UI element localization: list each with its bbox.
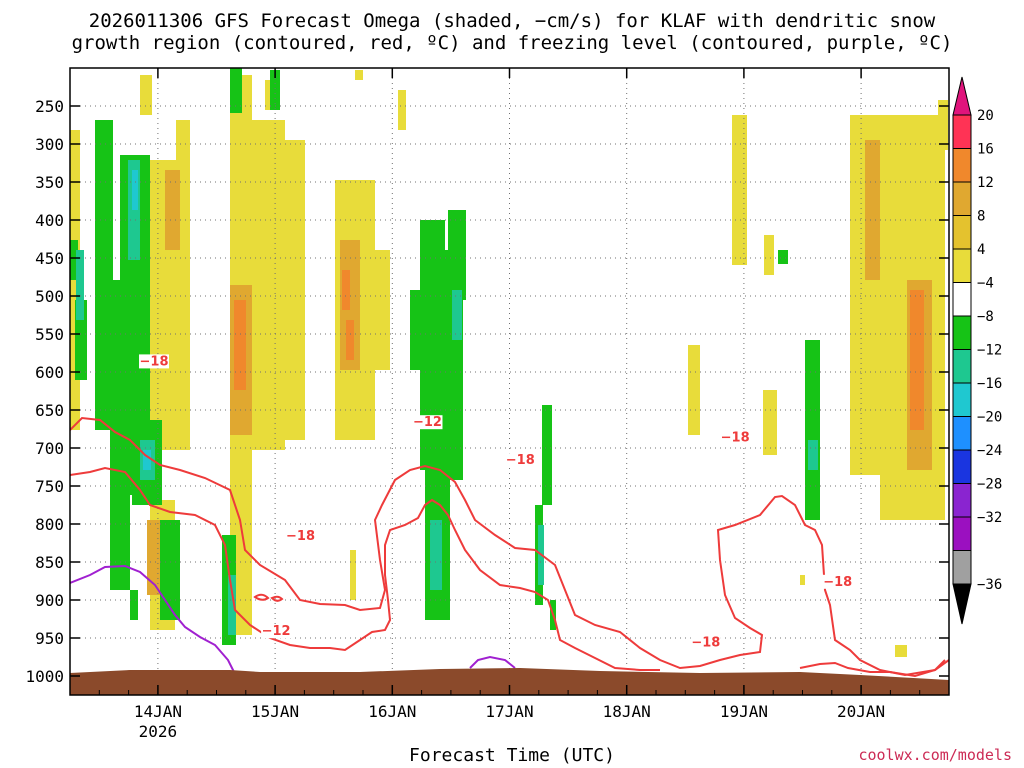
y-tick-label: 750 <box>35 477 64 496</box>
colorbar-label: 8 <box>977 209 985 225</box>
x-tick-year: 2026 <box>139 722 178 741</box>
contour-label-bg <box>690 635 721 650</box>
colorbar-label: −8 <box>977 309 994 325</box>
colorbar-label: 12 <box>977 175 994 191</box>
y-tick-label: 600 <box>35 363 64 382</box>
colorbar-label: −32 <box>977 510 1002 526</box>
y-tick-label: 250 <box>35 97 64 116</box>
colorbar-bottom-arrow <box>952 583 972 625</box>
y-tick-label: 300 <box>35 135 64 154</box>
dgz-contour-outer <box>70 416 949 677</box>
y-tick-label: 350 <box>35 173 64 192</box>
colorbar-label: 4 <box>977 242 985 258</box>
colorbar-label: −28 <box>977 477 1002 493</box>
x-tick-label: 16JAN <box>368 702 416 721</box>
y-tick-label: 950 <box>35 629 64 648</box>
dgz-contour-inner <box>70 466 660 671</box>
x-tick-label: 17JAN <box>485 702 533 721</box>
contour-label-bg <box>822 574 853 589</box>
omega-time-height-chart: −18−18−12−12−18−18−18−18 250300350400450… <box>25 67 1002 741</box>
omega-upward-strong <box>234 270 924 430</box>
contour-label: −12 <box>262 624 291 639</box>
contour-label-bg <box>505 453 536 468</box>
y-tick-label: 900 <box>35 591 64 610</box>
colorbar-label: −36 <box>977 577 1002 593</box>
colorbar-swatch <box>952 449 972 484</box>
contour-labels: −18 −18 −12 −12 −18 −18 −18 −18 <box>139 354 853 651</box>
contour-label: −18 <box>506 453 535 468</box>
colorbar-label: −20 <box>977 410 1002 426</box>
omega-downward-strong <box>132 170 151 470</box>
source-credit: coolwx.com/models <box>858 746 1012 764</box>
colorbar-swatch <box>952 416 972 451</box>
contour-label: −18 <box>140 354 169 369</box>
plot-background <box>70 68 949 695</box>
contour-label: −18 <box>691 636 720 651</box>
y-tick-label: 700 <box>35 439 64 458</box>
x-tick-label: 15JAN <box>251 702 299 721</box>
contour-label-bg <box>720 430 751 445</box>
y-tick-label: 500 <box>35 287 64 306</box>
colorbar-label: −24 <box>977 443 1002 459</box>
colorbar-swatch <box>952 248 972 283</box>
dgz-contour-small <box>270 595 284 602</box>
contour-label: −18 <box>721 430 750 445</box>
colorbar-label: 16 <box>977 142 994 158</box>
contour-label-bg <box>261 624 292 639</box>
y-tick-label: 400 <box>35 211 64 230</box>
colorbar-label: −12 <box>977 343 1002 359</box>
y-tick-label: 850 <box>35 553 64 572</box>
colorbar-swatch <box>952 483 972 518</box>
dgz-contour-east <box>799 659 946 678</box>
x-tick-label: 18JAN <box>603 702 651 721</box>
colorbar-label: 20 <box>977 108 994 124</box>
contours <box>70 416 949 678</box>
ground-surface <box>70 668 949 695</box>
colorbar-swatch <box>952 315 972 350</box>
colorbar-swatch <box>952 181 972 216</box>
freezing-level-contour <box>70 564 235 673</box>
y-tick-label: 450 <box>35 249 64 268</box>
contour-label-bg <box>412 415 443 430</box>
colorbar-swatch <box>952 382 972 417</box>
contour-label: −18 <box>823 575 852 590</box>
colorbar-swatch <box>952 282 972 317</box>
x-tick-label: 19JAN <box>720 702 768 721</box>
colorbar-swatch <box>952 148 972 183</box>
chart-title-line1: 2026011306 GFS Forecast Omega (shaded, −… <box>88 10 936 32</box>
colorbar-label: −16 <box>977 376 1002 392</box>
omega-colorbar: 20 16 12 8 4 −4 −8 −12 −16 −20 −24 −28 −32 −36 <box>952 76 1002 625</box>
y-tick-label: 650 <box>35 401 64 420</box>
colorbar-swatch <box>952 114 972 149</box>
contour-label: −12 <box>413 415 442 430</box>
contour-label: −18 <box>286 529 315 544</box>
colorbar-swatch <box>952 550 972 585</box>
freezing-level-contour <box>469 655 516 669</box>
pressure-axis: 250 300 350 400 450 500 550 600 650 700 750 800 850 9… <box>25 97 949 686</box>
contour-label-bg <box>139 354 170 369</box>
colorbar-label: −4 <box>977 276 994 292</box>
colorbar-swatch <box>952 516 972 551</box>
x-axis-label: Forecast Time (UTC) <box>409 745 615 766</box>
y-tick-label: 550 <box>35 325 64 344</box>
chart-title-line2: growth region (contoured, red, ºC) and f… <box>71 32 953 54</box>
colorbar-top-arrow <box>952 76 972 116</box>
y-tick-label: 800 <box>35 515 64 534</box>
colorbar-swatch <box>952 215 972 250</box>
y-tick-label: 1000 <box>25 667 64 686</box>
dgz-contour-small <box>253 593 270 601</box>
colorbar-swatch <box>952 349 972 384</box>
omega-shading <box>70 68 948 657</box>
contour-label-bg <box>285 529 316 544</box>
x-tick-label: 14JAN <box>134 702 182 721</box>
x-tick-label: 20JAN <box>837 702 885 721</box>
